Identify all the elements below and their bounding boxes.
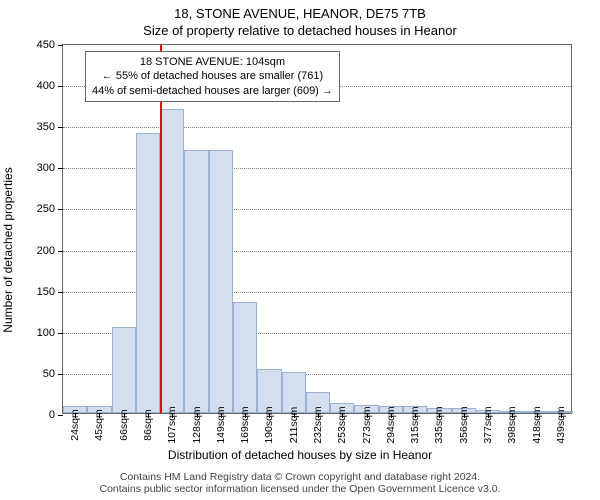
x-tick-label: 66sqm xyxy=(118,409,130,441)
histogram-bar xyxy=(184,150,208,413)
annotation-line-3: 44% of semi-detached houses are larger (… xyxy=(92,84,333,98)
chart-container: 18, STONE AVENUE, HEANOR, DE75 7TB Size … xyxy=(0,0,600,500)
y-tick-label: 250 xyxy=(37,203,55,215)
gridline-h xyxy=(63,127,571,128)
histogram-bar xyxy=(112,327,136,413)
x-axis-label: Distribution of detached houses by size … xyxy=(0,448,600,462)
histogram-bar xyxy=(160,109,184,413)
y-tick xyxy=(58,415,63,416)
y-tick xyxy=(58,292,63,293)
copyright-line-1: Contains HM Land Registry data © Crown c… xyxy=(0,471,600,484)
y-tick xyxy=(58,45,63,46)
y-tick-label: 450 xyxy=(37,39,55,51)
x-tick-label: 149sqm xyxy=(215,406,227,443)
x-tick-label: 253sqm xyxy=(336,406,348,443)
x-tick-label: 128sqm xyxy=(191,406,203,443)
y-tick-label: 400 xyxy=(37,80,55,92)
y-tick-label: 0 xyxy=(49,409,55,421)
x-tick-label: 273sqm xyxy=(361,406,373,443)
x-tick-label: 294sqm xyxy=(385,406,397,443)
y-tick-label: 300 xyxy=(37,162,55,174)
x-tick-label: 190sqm xyxy=(263,406,275,443)
y-tick xyxy=(58,251,63,252)
y-tick-label: 350 xyxy=(37,121,55,133)
y-tick-label: 150 xyxy=(37,286,55,298)
copyright-line-2: Contains public sector information licen… xyxy=(0,483,600,496)
chart-title-main: 18, STONE AVENUE, HEANOR, DE75 7TB xyxy=(0,0,600,21)
y-tick-label: 100 xyxy=(37,327,55,339)
x-tick-label: 169sqm xyxy=(239,406,251,443)
y-tick xyxy=(58,168,63,169)
copyright-notice: Contains HM Land Registry data © Crown c… xyxy=(0,471,600,496)
x-tick-label: 335sqm xyxy=(433,406,445,443)
x-tick-label: 211sqm xyxy=(288,407,300,444)
histogram-bar xyxy=(136,133,160,413)
x-tick-label: 377sqm xyxy=(482,406,494,443)
x-tick-label: 86sqm xyxy=(142,409,154,441)
x-tick-label: 315sqm xyxy=(409,406,421,443)
y-tick xyxy=(58,86,63,87)
y-tick-label: 200 xyxy=(37,245,55,257)
x-tick-label: 398sqm xyxy=(506,406,518,443)
x-tick-label: 107sqm xyxy=(166,406,178,443)
histogram-bar xyxy=(233,302,257,413)
x-tick-label: 418sqm xyxy=(531,406,543,443)
x-tick-label: 439sqm xyxy=(555,406,567,443)
x-tick-label: 356sqm xyxy=(458,406,470,443)
y-tick-label: 50 xyxy=(43,368,55,380)
annotation-box: 18 STONE AVENUE: 104sqm ← 55% of detache… xyxy=(85,51,340,102)
histogram-bar xyxy=(209,150,233,413)
x-tick-label: 232sqm xyxy=(312,406,324,443)
y-tick xyxy=(58,127,63,128)
y-tick xyxy=(58,209,63,210)
annotation-line-1: 18 STONE AVENUE: 104sqm xyxy=(92,55,333,69)
annotation-line-2: ← 55% of detached houses are smaller (76… xyxy=(92,69,333,83)
y-tick xyxy=(58,374,63,375)
plot-area: 05010015020025030035040045024sqm45sqm66s… xyxy=(62,44,572,414)
y-tick xyxy=(58,333,63,334)
x-tick-label: 45sqm xyxy=(93,409,105,441)
chart-title-sub: Size of property relative to detached ho… xyxy=(0,21,600,38)
x-tick-label: 24sqm xyxy=(69,409,81,441)
y-axis-label: Number of detached properties xyxy=(1,167,15,332)
